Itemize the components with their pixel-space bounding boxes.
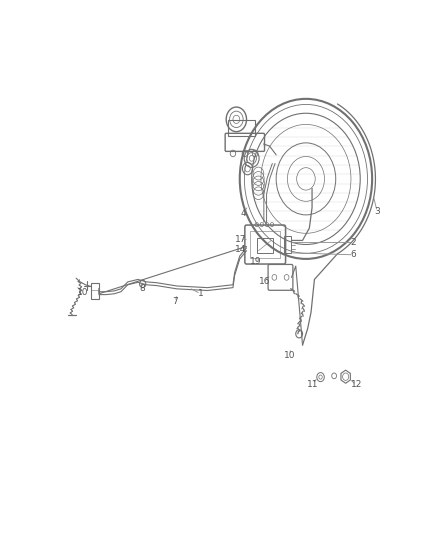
Text: 10: 10 (284, 351, 295, 360)
Text: 3: 3 (374, 207, 380, 216)
Text: 11: 11 (307, 379, 318, 389)
Text: 10: 10 (77, 288, 88, 297)
Text: 17: 17 (235, 235, 247, 244)
Text: 8: 8 (139, 284, 145, 293)
Bar (228, 120, 255, 136)
Bar (257, 238, 273, 253)
Text: 14: 14 (235, 245, 247, 254)
Text: 6: 6 (350, 251, 357, 259)
Text: 19: 19 (250, 257, 261, 266)
Text: 7: 7 (173, 297, 178, 306)
Bar (250, 231, 280, 258)
Text: 1: 1 (198, 289, 204, 298)
Text: 4: 4 (240, 209, 246, 218)
Bar (91, 283, 99, 298)
Bar (284, 236, 291, 253)
Text: 16: 16 (259, 277, 270, 286)
Text: 2: 2 (351, 238, 356, 247)
Text: 12: 12 (350, 381, 362, 390)
